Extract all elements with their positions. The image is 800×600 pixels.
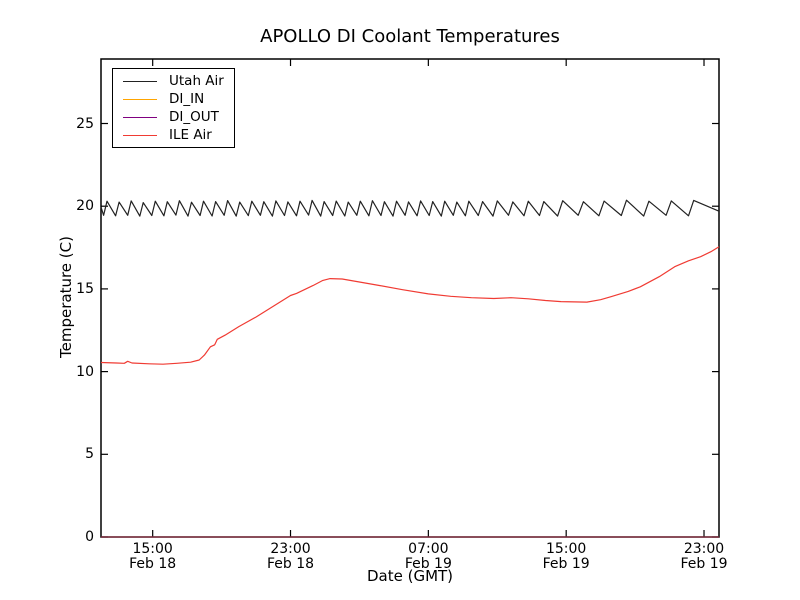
legend-line-swatch xyxy=(123,98,157,100)
legend-box: Utah Air DI_IN DI_OUT ILE Air xyxy=(112,68,235,148)
chart-title: APOLLO DI Coolant Temperatures xyxy=(260,26,560,47)
y-tick-label: 15 xyxy=(76,280,94,297)
x-tick-date: Feb 19 xyxy=(404,556,452,572)
y-tick-label: 10 xyxy=(76,363,94,380)
legend-line-swatch xyxy=(123,134,157,136)
x-tick-date: Feb 19 xyxy=(680,556,728,572)
legend-label: Utah Air xyxy=(169,73,224,89)
x-tick-time: 23:00 xyxy=(270,541,311,557)
x-tick-time: 07:00 xyxy=(408,541,449,557)
x-tick-time: 23:00 xyxy=(683,541,725,557)
x-tick-label: 23:00 Feb 19 xyxy=(649,542,759,572)
legend-label: ILE Air xyxy=(169,127,212,143)
x-tick-label: 23:00 Feb 18 xyxy=(236,542,346,572)
y-tick-label: 0 xyxy=(85,529,94,545)
legend-item: DI_IN xyxy=(123,90,224,108)
x-tick-label: 07:00 Feb 19 xyxy=(373,542,483,572)
legend-label: DI_IN xyxy=(169,91,205,107)
legend-item: Utah Air xyxy=(123,72,224,90)
legend-line-swatch xyxy=(123,116,157,118)
y-tick-label: 20 xyxy=(76,198,94,215)
x-tick-date: Feb 18 xyxy=(266,556,315,572)
x-tick-date: Feb 18 xyxy=(129,556,177,572)
legend-label: DI_OUT xyxy=(169,109,219,125)
series-line-ile-air xyxy=(100,246,720,365)
series-line-utah-air xyxy=(100,199,720,217)
x-tick-label: 15:00 Feb 19 xyxy=(511,542,621,572)
legend-item: ILE Air xyxy=(123,126,224,144)
x-tick-date: Feb 19 xyxy=(542,556,590,572)
y-tick-label: 5 xyxy=(85,446,94,463)
y-tick-label: 25 xyxy=(76,115,94,132)
legend-item: DI_OUT xyxy=(123,108,224,126)
legend-line-swatch xyxy=(123,80,157,82)
x-tick-time: 15:00 xyxy=(132,541,173,557)
x-axis-label: Date (GMT) xyxy=(366,567,454,585)
x-tick-label: 15:00 Feb 18 xyxy=(98,542,208,572)
x-tick-time: 15:00 xyxy=(545,541,587,557)
